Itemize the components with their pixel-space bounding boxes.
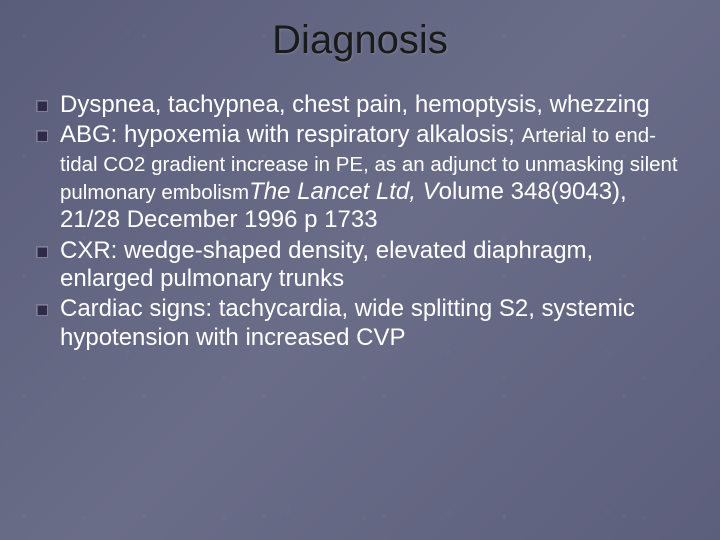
- item-text: ABG: hypoxemia with respiratory alkalosi…: [60, 121, 515, 148]
- bullet-list: Dyspnea, tachypnea, chest pain, hemoptys…: [36, 91, 684, 352]
- list-item: ABG: hypoxemia with respiratory alkalosi…: [36, 121, 684, 234]
- item-text: Dyspnea, tachypnea, chest pain, hemoptys…: [60, 91, 650, 118]
- slide-title: Diagnosis: [36, 18, 684, 63]
- list-item: CXR: wedge-shaped density, elevated diap…: [36, 237, 684, 294]
- item-citation-italic: The Lancet Ltd, V: [249, 178, 438, 205]
- list-item: Cardiac signs: tachycardia, wide splitti…: [36, 295, 684, 352]
- item-text: Cardiac signs: tachycardia, wide splitti…: [60, 295, 635, 350]
- list-item: Dyspnea, tachypnea, chest pain, hemoptys…: [36, 91, 684, 119]
- slide-container: Diagnosis Dyspnea, tachypnea, chest pain…: [0, 0, 720, 540]
- item-text: CXR: wedge-shaped density, elevated diap…: [60, 237, 593, 292]
